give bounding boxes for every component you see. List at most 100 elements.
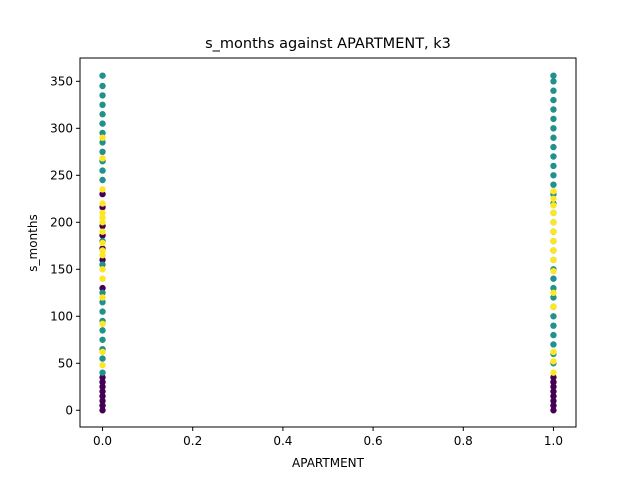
x-tick-label: 0.0 [93,434,112,448]
scatter-point-c1-17 [99,120,106,127]
scatter-point-c1-49 [550,115,557,123]
scatter-point-c2-13 [99,200,106,207]
scatter-point-c1-4 [99,327,106,334]
scatter-point-c2-28 [550,209,557,217]
scatter-point-c0-9 [99,256,106,264]
scatter-point-c2-6 [99,251,106,259]
y-tick-label: 150 [50,262,73,276]
scatter-point-c2-3 [99,294,106,301]
scatter-point-c1-42 [550,181,557,188]
x-tick-label: 0.8 [454,434,473,448]
scatter-point-c0-5 [99,383,106,390]
scatter-point-c1-22 [99,72,106,79]
scatter-point-c2-1 [99,348,106,356]
scatter-point-c1-50 [550,106,557,113]
scatter-point-c1-44 [550,162,557,170]
x-tick-label: 1.0 [544,434,563,448]
points-layer [99,72,557,414]
scatter-point-c2-16 [99,134,106,141]
scatter-point-c1-14 [99,148,106,156]
scatter-point-c2-21 [550,289,557,296]
scatter-point-c2-14 [99,186,106,193]
scatter-point-c1-43 [550,172,557,179]
scatter-point-c2-31 [550,188,557,195]
scatter-point-c2-15 [99,155,106,162]
scatter-point-c2-19 [550,348,557,356]
scatter-point-c1-53 [550,78,557,85]
scatter-point-c2-26 [550,228,557,235]
y-tick-label: 0 [65,403,73,417]
scatter-point-c1-12 [99,167,106,174]
scatter-point-c1-18 [99,111,106,118]
scatter-point-c2-5 [99,266,106,273]
scatter-point-c0-1 [99,402,106,409]
scatter-point-c2-10 [99,219,106,226]
scatter-point-c0-21 [550,378,557,386]
x-tick-label: 0.4 [273,434,292,448]
y-tick-label: 200 [50,215,73,229]
scatter-point-c2-25 [550,237,557,245]
x-tick-label: 0.2 [183,434,202,448]
scatter-point-c1-20 [99,92,106,99]
scatter-point-c0-15 [550,407,557,414]
y-axis-label: s_months [26,214,40,271]
x-axis-label: APARTMENT [292,456,365,470]
scatter-point-c1-52 [550,87,557,94]
scatter-point-c1-45 [550,153,557,160]
scatter-point-c0-3 [99,392,106,400]
scatter-point-c1-27 [550,322,557,329]
y-tick-label: 350 [50,74,73,88]
scatter-point-c1-16 [99,129,106,137]
scatter-point-c1-3 [99,336,106,343]
scatter-point-c1-1 [99,355,106,362]
scatter-point-c0-2 [99,397,106,405]
scatter-point-c0-6 [99,378,106,386]
scatter-point-c0-19 [550,388,557,395]
scatter-point-c0-14 [99,190,106,198]
axes-frame [79,57,577,428]
scatter-point-c0-0 [99,407,106,414]
scatter-point-c1-15 [99,139,106,146]
scatter-point-c1-47 [550,134,557,141]
scatter-point-c2-12 [99,209,106,217]
y-ticks: 0 50 100 150 200 250 300 350 [50,74,80,417]
x-ticks: 0.0 0.2 0.4 0.6 0.8 1.0 [93,427,563,448]
scatter-point-c1-21 [99,82,106,90]
scatter-point-c1-32 [550,275,557,282]
scatter-point-c2-27 [550,219,557,226]
scatter-point-c2-17 [550,369,557,376]
scatter-point-c0-18 [550,392,557,400]
scatter-point-c1-26 [550,331,557,339]
scatter-point-c1-8 [99,289,106,296]
scatter-point-c2-0 [99,361,106,369]
scatter-point-c1-6 [99,308,106,315]
scatter-point-c0-17 [550,397,557,405]
y-tick-label: 300 [50,121,73,135]
scatter-point-c1-48 [550,125,557,132]
scatter-point-c2-23 [550,256,557,264]
scatter-point-c1-25 [550,341,557,348]
scatter-point-c1-51 [550,96,557,104]
scatter-point-c0-7 [99,374,106,381]
scatter-point-c0-16 [550,402,557,409]
scatter-point-c2-11 [99,214,106,221]
x-tick-label: 0.6 [364,434,383,448]
scatter-point-c2-8 [99,239,106,247]
scatter-point-c1-28 [550,313,557,320]
scatter-point-c1-9 [99,261,106,268]
scatter-point-c1-54 [550,72,557,79]
scatter-point-c2-2 [99,320,106,328]
scatter-point-c0-4 [99,388,106,395]
scatter-point-c1-31 [550,284,557,292]
scatter-point-c0-20 [550,383,557,390]
scatter-point-c2-22 [550,267,557,275]
scatter-point-c1-0 [99,369,106,376]
scatter-point-c1-7 [99,298,106,306]
y-tick-label: 50 [58,356,73,370]
scatter-point-c0-8 [99,284,106,292]
y-tick-label: 250 [50,168,73,182]
scatter-point-c2-20 [550,303,557,311]
scatter-point-c2-30 [550,195,557,202]
